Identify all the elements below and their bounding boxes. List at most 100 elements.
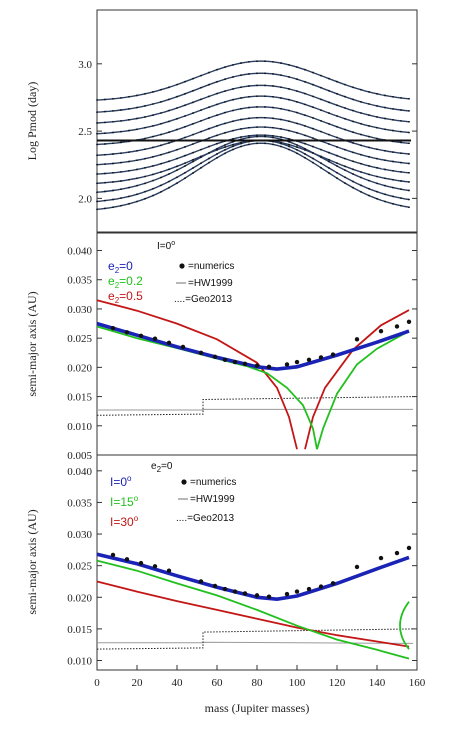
period-curve-6 [96, 116, 410, 156]
period-curve-dot [256, 106, 258, 108]
period-curve-dot [352, 86, 354, 89]
period-curve-dot [136, 128, 138, 131]
period-curve-dot [272, 143, 274, 146]
panel-top-pmod: 2.0 2.5 3.0 Log Pmod (day) [25, 9, 418, 233]
period-curve-dot [192, 89, 194, 92]
period-curve-dot [240, 107, 242, 110]
period-curve-dot [296, 148, 298, 151]
period-curve-dot [112, 206, 114, 209]
period-curve-dot [392, 151, 394, 154]
period-curve-dot [144, 148, 146, 151]
period-curve-7 [96, 126, 410, 166]
period-curve-dot [272, 117, 274, 120]
period-curve-dot [352, 109, 354, 112]
period-curve-dot [208, 151, 210, 154]
period-curve-dot [176, 165, 178, 168]
middle-ytick-label: 0.035 [67, 275, 92, 287]
period-curve-dot [192, 77, 194, 80]
period-curve-dot [104, 163, 106, 166]
period-curve-dot [152, 173, 154, 176]
middle-ytick-label: 0.010 [67, 421, 92, 433]
period-curve-dot [160, 100, 162, 103]
period-curve-3 [96, 84, 410, 124]
period-curve-dot [152, 146, 154, 149]
period-curve-dot [96, 182, 98, 185]
period-curve-dot [160, 171, 162, 173]
period-curve-dot [96, 191, 98, 194]
period-curve-dot [264, 106, 266, 108]
period-curve-dot [168, 186, 170, 189]
period-curve-4 [96, 95, 410, 135]
period-curve-dot [192, 112, 194, 114]
period-curve-dot [392, 160, 394, 163]
period-curve-dot [384, 193, 386, 196]
period-curve-dot [168, 180, 170, 183]
period-curve-dot [280, 97, 282, 99]
period-curve-dot [144, 137, 146, 140]
bottom-ytick-label: 0.035 [67, 497, 92, 509]
period-curve-dot [368, 155, 370, 158]
legend-geo2013-label: ....=Geo2013 [174, 294, 233, 305]
legend-i15: I=15o [110, 494, 139, 509]
period-curve-dot [408, 109, 410, 112]
period-curve-dot [312, 145, 314, 148]
period-curve-dot [296, 144, 298, 146]
period-curve-dot [376, 166, 378, 169]
period-curve-dot [344, 128, 346, 131]
period-curve-dot [168, 151, 170, 154]
period-curve-dot [304, 153, 306, 155]
period-curve-dot [408, 171, 410, 174]
period-curve-dot [384, 149, 386, 152]
period-curve-dot [304, 134, 306, 137]
top-period-curves [96, 60, 410, 211]
period-curve-dot [216, 156, 218, 159]
bottom-numerics-point [110, 552, 116, 558]
legend-e2-02: e2=0.2 [108, 274, 143, 290]
period-curve-dot [328, 101, 330, 104]
period-curve-dot [344, 157, 346, 160]
period-curve-dot [360, 162, 362, 165]
period-curve-dot [376, 116, 378, 118]
period-curve-dot [160, 144, 162, 147]
period-curve-dot [368, 124, 370, 127]
period-curve-dot [160, 112, 162, 114]
period-curve-dot [248, 143, 250, 146]
numerics-point [232, 359, 238, 365]
period-curve-dot [376, 182, 378, 185]
period-curve-dot [120, 204, 122, 207]
period-curve-dot [232, 143, 234, 146]
period-curve-dot [200, 109, 202, 112]
bottom-xtick-label: 80 [252, 677, 264, 689]
period-curve-dot [256, 95, 258, 98]
period-curve-dot [160, 184, 162, 187]
period-curve-dot [280, 62, 282, 64]
period-curve-dot [256, 142, 258, 145]
period-curve-dot [352, 173, 354, 175]
period-curve-dot [168, 109, 170, 112]
period-curve-dot [144, 116, 146, 118]
period-curve-dot [208, 117, 210, 119]
numerics-point [254, 363, 260, 368]
period-curve-dot [304, 92, 306, 95]
period-curve-dot [104, 181, 106, 184]
period-curve-dot [312, 117, 314, 119]
period-curve-dot [408, 97, 410, 100]
period-curve-dot [400, 152, 402, 155]
period-curve-dot [360, 100, 362, 103]
period-curve-1 [96, 60, 410, 101]
period-curve-dot [304, 114, 306, 117]
bottom-numerics-point [222, 586, 228, 592]
period-curve-dot [248, 60, 250, 63]
period-curve-dot [184, 165, 186, 167]
period-curve-dot [112, 189, 114, 192]
period-curve-5 [96, 106, 410, 146]
middle-legend-header: I=0o [157, 240, 175, 252]
numerics-point [110, 326, 116, 331]
panel-bottom-inclination: 0.010 0.015 0.020 0.025 0.030 0.035 0.040 0 20 40… [25, 454, 426, 715]
period-curve-dot [184, 146, 186, 148]
period-curve-dot [408, 153, 410, 155]
period-curve-dot [96, 122, 98, 124]
bottom-xtick-label: 0 [94, 677, 100, 689]
period-curve-dot [96, 200, 98, 203]
